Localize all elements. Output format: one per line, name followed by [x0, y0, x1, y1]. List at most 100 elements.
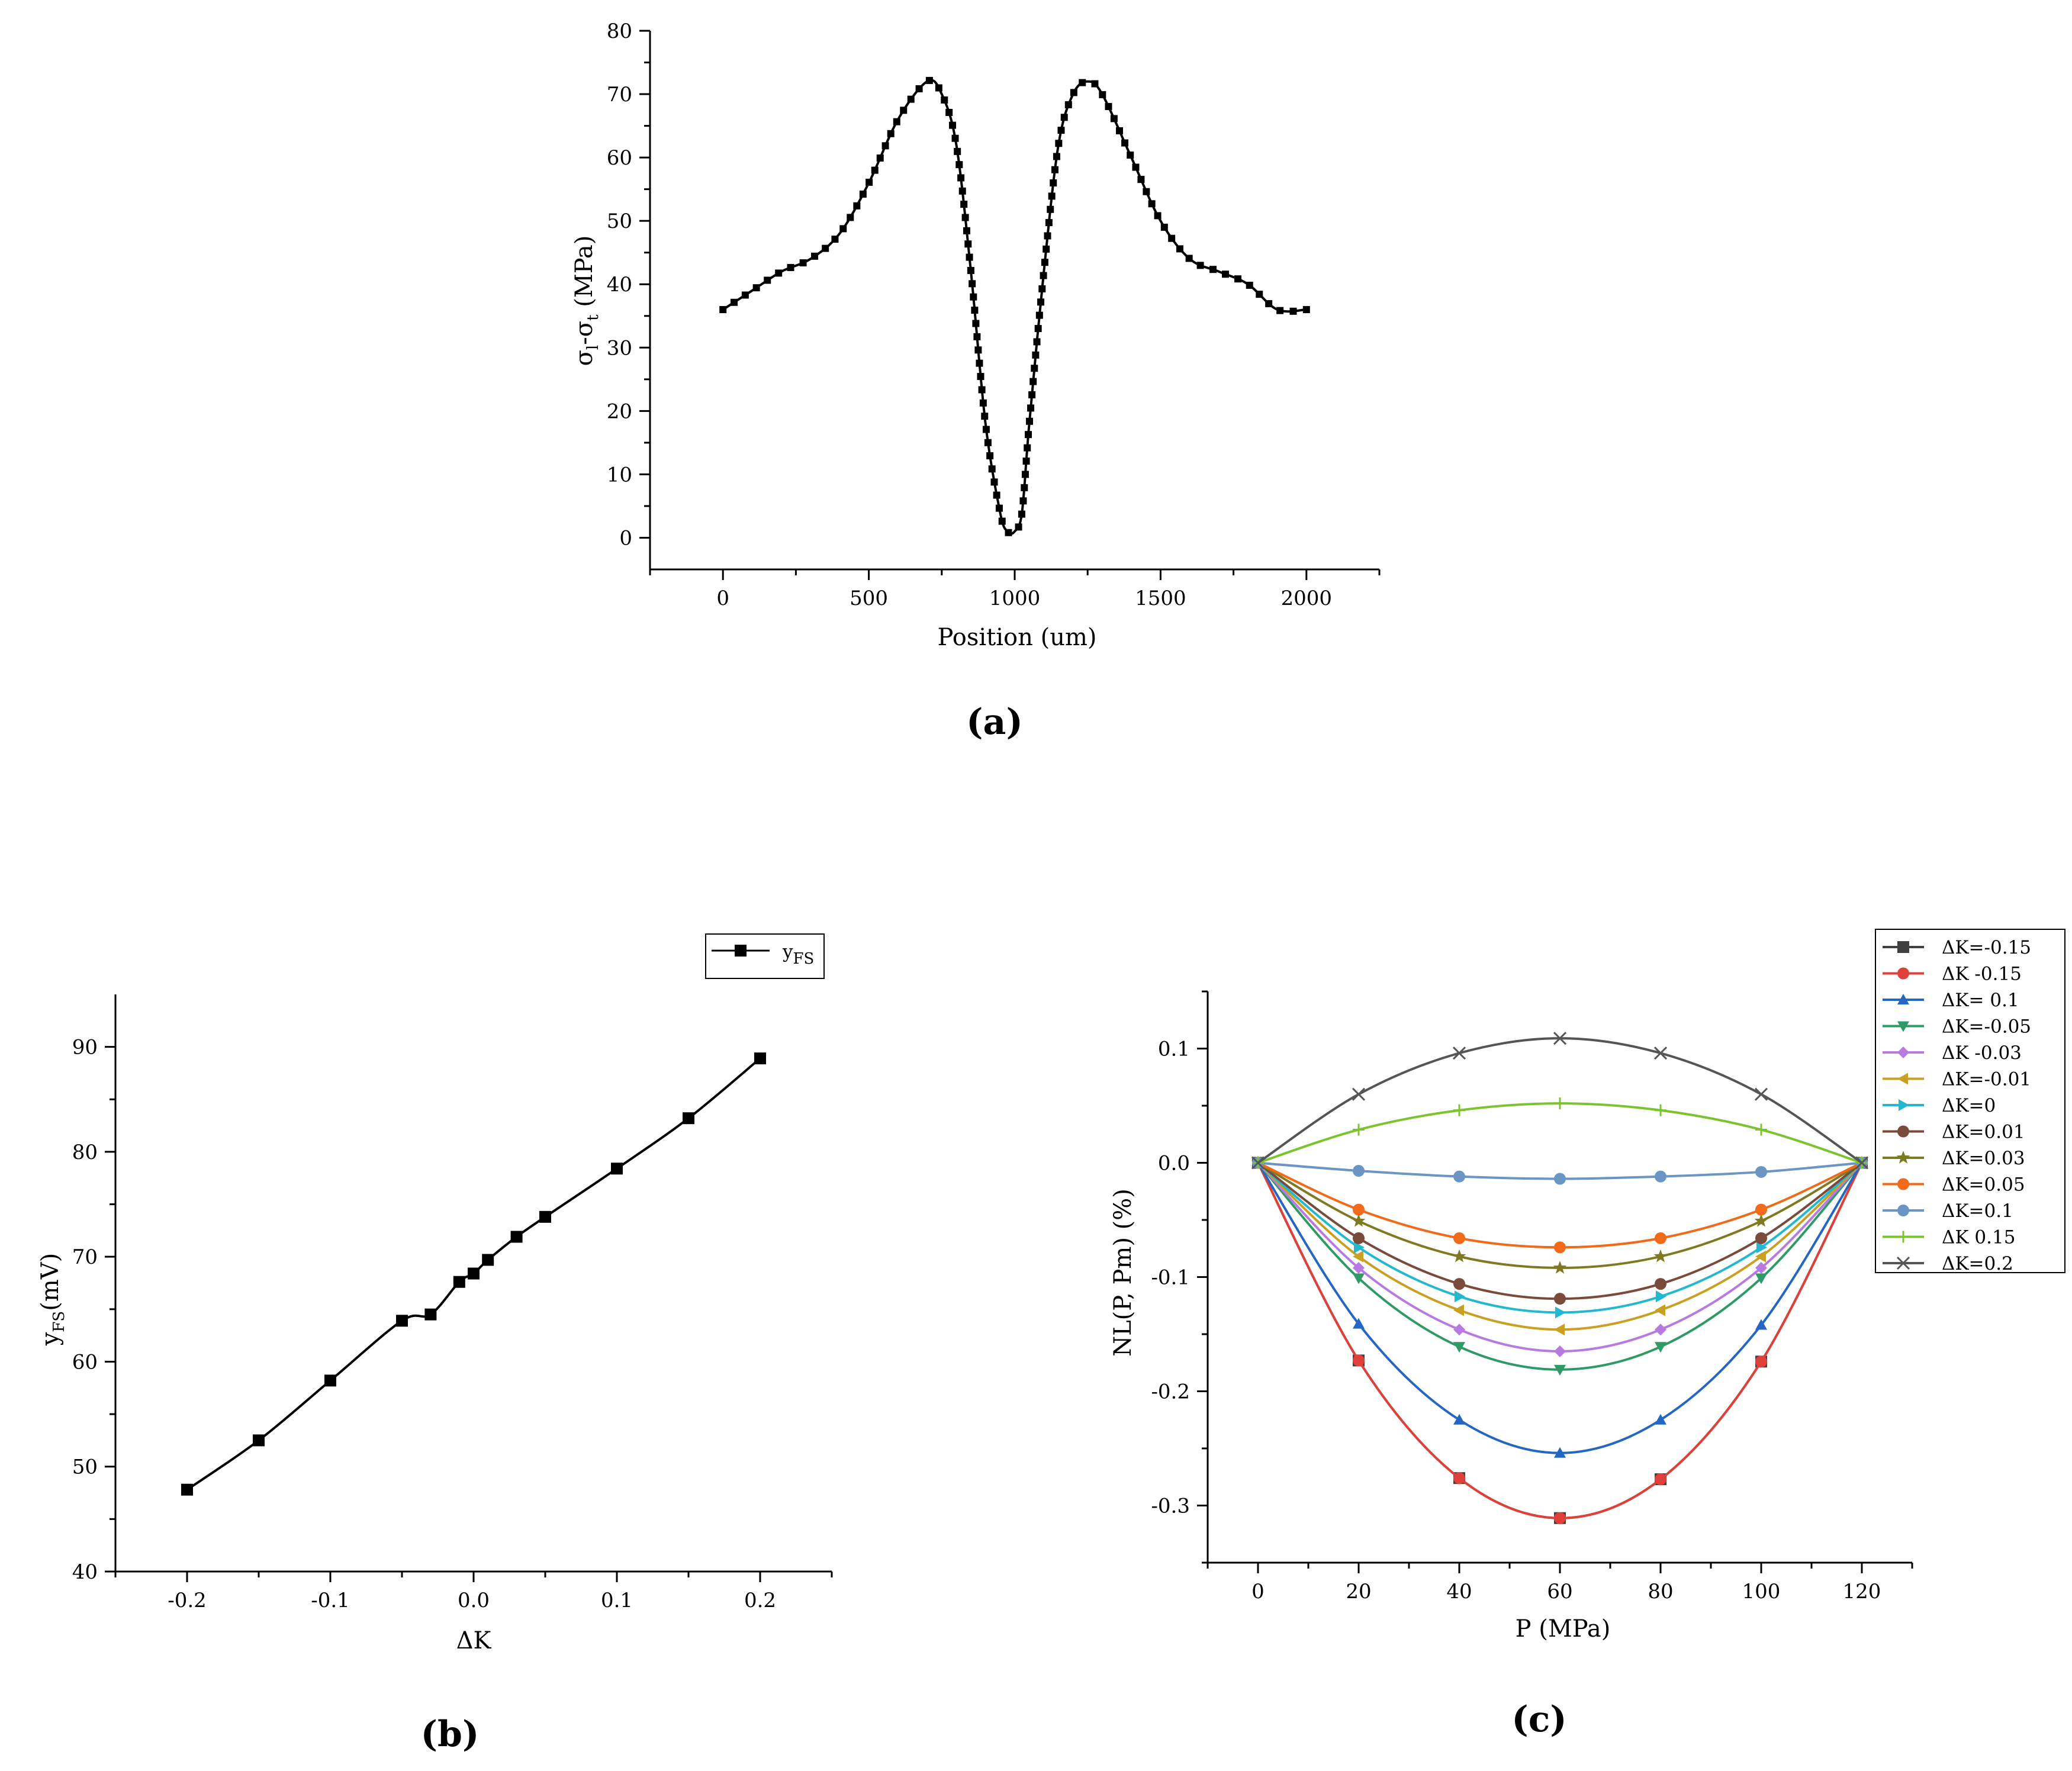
chart-a-data-point [951, 134, 959, 142]
chart-c-legend-marker [1897, 1231, 1909, 1243]
chart-a-data-point [979, 399, 987, 407]
chart-c-legend-marker [1899, 1099, 1909, 1111]
chart-a-data-point [1053, 153, 1060, 160]
chart-a-data-point [876, 154, 884, 162]
chart-c-legend-marker [1896, 1256, 1910, 1270]
chart-b-y-tick-label: 50 [72, 1456, 98, 1479]
chart-b-xlabel: ΔK [456, 1627, 492, 1654]
chart-a-data-point [866, 178, 873, 186]
chart-c-data-point [1655, 1473, 1666, 1486]
chart-a-data-point [1222, 271, 1230, 278]
chart-c-x-tick-label: 100 [1742, 1580, 1781, 1603]
chart-c-data-point [1453, 1324, 1465, 1336]
chart-a-data-point [935, 84, 942, 92]
chart-a-data-point [972, 320, 980, 327]
chart-c-data-point [1655, 1342, 1666, 1353]
chart-a-x-tick-label: 500 [850, 587, 888, 610]
chart-a-data-point [995, 504, 1003, 512]
chart-c-legend: ΔK=-0.15 ΔK -0.15 ΔK= 0.1 ΔK=-0.05 ΔK -0.03 Δ… [1875, 929, 2065, 1274]
chart-a-y-tick-label: 60 [607, 146, 632, 170]
chart-a-data-point [957, 174, 965, 182]
chart-a-x-ticks: 0 500 1000 1500 2000 [649, 569, 1381, 610]
chart-c-data-point [1855, 1156, 1869, 1170]
chart-a-data-point [853, 202, 861, 210]
chart-a-data-point [831, 236, 839, 243]
chart-b-data-point [468, 1267, 480, 1280]
chart-a-data-point [1047, 205, 1054, 213]
chart-a-data-point [775, 269, 783, 277]
chart-a-data-point [1256, 291, 1263, 298]
chart-a-data-point [1035, 311, 1043, 319]
chart-c-x-tick-label: 40 [1446, 1580, 1472, 1603]
chart-a-data-point [1040, 272, 1047, 279]
chart-c-caption: (c) [1511, 1699, 1566, 1740]
chart-c-data-point [1655, 1232, 1666, 1244]
chart-a-data-point [971, 307, 979, 314]
chart-a-data-point [907, 95, 915, 103]
chart-b-axes [114, 994, 832, 1573]
chart-a-x-tick-label: 0 [716, 587, 729, 610]
chart-c-legend-label: ΔK=-0.05 [1942, 1016, 2031, 1038]
chart-a-data-point [1137, 176, 1145, 183]
chart-c-data-point [1554, 1241, 1566, 1254]
chart-a-data-point [973, 333, 981, 340]
chart-a-data-point [1302, 306, 1310, 314]
chart-c-data-point [1555, 1306, 1566, 1319]
chart-a-data-point [822, 244, 829, 252]
chart-b-legend-marker [735, 945, 747, 957]
chart-a-data-point [887, 130, 895, 137]
chart-a-data-point [915, 85, 923, 92]
chart-c-legend-label: ΔK=0 [1942, 1095, 1996, 1116]
chart-b-y-tick-label: 40 [72, 1560, 98, 1584]
chart-c-x-ticks: 0 20 40 60 80 100 120 [1206, 1563, 1913, 1603]
chart-a-data-point [1033, 338, 1041, 346]
chart-a-y-ticks: 0 10 20 30 40 50 60 70 80 [607, 20, 650, 550]
chart-b-data-point [324, 1374, 336, 1387]
chart-a-data-point [988, 465, 996, 473]
chart-a-x-tick-label: 2000 [1281, 587, 1333, 610]
chart-c-y-tick-label: -0.3 [1151, 1495, 1190, 1518]
chart-c-data-point [1755, 1232, 1767, 1244]
chart-c-data-point [1452, 1249, 1466, 1263]
chart-b-data-point [611, 1163, 623, 1175]
chart-a-y-tick-label: 10 [607, 463, 632, 487]
chart-a-data-point [719, 306, 727, 314]
chart-a-data-point [945, 108, 953, 116]
chart-a-data-point [1143, 188, 1150, 195]
chart-c-data-point [1453, 1304, 1464, 1316]
chart-a-x-tick-label: 1000 [989, 587, 1041, 610]
chart-a-data-point [741, 291, 749, 299]
chart-a-data-point [925, 76, 933, 84]
chart-a-data-point [1045, 219, 1053, 227]
chart-a-data-point [1127, 152, 1134, 159]
chart-c-legend-marker [1897, 1021, 1909, 1032]
chart-a-data-point [1005, 529, 1012, 536]
chart-b-caption: (b) [421, 1714, 480, 1755]
chart-c-data-point [1353, 1232, 1365, 1244]
chart-b-data-point [539, 1210, 551, 1223]
chart-c-legend-marker [1897, 1178, 1909, 1190]
chart-a-data-point [1050, 179, 1057, 187]
chart-c-series-line [1257, 1162, 1863, 1353]
chart-b-data-point [482, 1254, 494, 1266]
chart-a-data-point [1099, 91, 1106, 98]
chart-b-y-ticks: 40 50 60 70 80 90 [72, 1036, 115, 1584]
chart-a-data-point [969, 280, 976, 288]
chart-a-data-point [960, 201, 968, 208]
chart-a: 0 500 1000 1500 2000 0 10 20 30 40 50 60 70 80 Posit… [571, 20, 1381, 743]
chart-b-y-tick-label: 90 [72, 1036, 98, 1060]
chart-b-series [181, 1052, 766, 1496]
chart-a-xlabel: Position (um) [937, 624, 1096, 651]
chart-a-data-point [731, 298, 738, 306]
chart-c-data-point [1655, 1170, 1666, 1183]
chart-b-y-tick-label: 70 [72, 1245, 98, 1269]
chart-c-data-point [1453, 1232, 1465, 1244]
chart-c-legend-label: ΔK -0.03 [1942, 1042, 2022, 1064]
chart-c-data-point [1755, 1203, 1767, 1216]
chart-a-data-point [990, 478, 998, 486]
chart-c-data-point [1353, 1165, 1365, 1177]
chart-a-data-point [984, 439, 992, 446]
chart-a-data-point [1265, 300, 1273, 308]
chart-c-legend-label: ΔK -0.15 [1942, 964, 2022, 985]
chart-a-data-point [1091, 80, 1099, 88]
